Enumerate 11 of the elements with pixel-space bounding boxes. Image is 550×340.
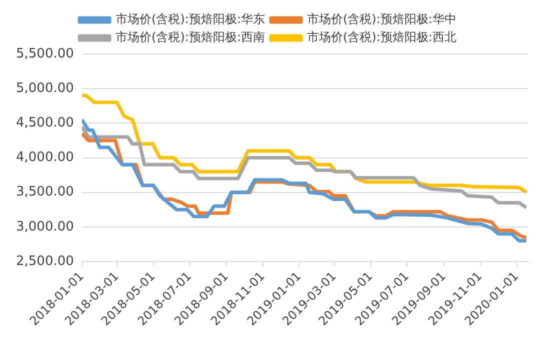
legend-label: 市场价(含税):预焙阳极:西北 <box>307 30 456 44</box>
legend-label: 市场价(含税):预焙阳极:华中 <box>307 12 456 26</box>
legend-label: 市场价(含税):预焙阳极:华东 <box>116 12 266 26</box>
y-tick-label: 4,500.00 <box>16 116 74 131</box>
y-tick-label: 5,000.00 <box>16 80 74 96</box>
y-tick-label: 5,500.00 <box>16 46 74 62</box>
y-tick-label: 2,500.00 <box>16 254 74 269</box>
y-tick-label: 3,000.00 <box>16 219 74 234</box>
y-tick-label: 4,000.00 <box>16 150 74 166</box>
legend-label: 市场价(含税):预焙阳极:西南 <box>116 30 266 44</box>
y-tick-label: 3,500.00 <box>16 184 74 200</box>
